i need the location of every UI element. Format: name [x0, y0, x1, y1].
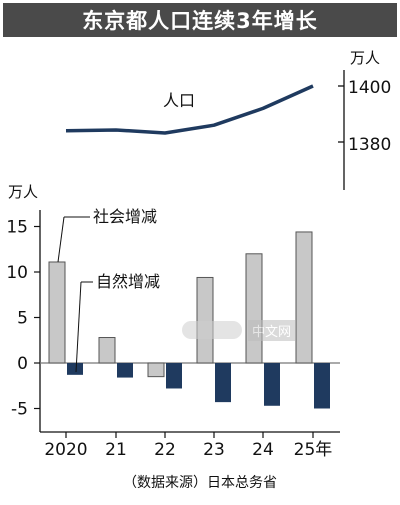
bar-social-4: [245, 253, 263, 364]
line-ytick-label-1400: 1400: [348, 78, 391, 98]
xtick-label-3: 23: [203, 440, 225, 460]
bar-natural-4: [264, 363, 280, 406]
bar-ytick-label-4: -5: [11, 400, 28, 420]
line-ytick-label-1380: 1380: [348, 135, 391, 155]
line-series-label: 人口: [163, 91, 195, 110]
bar-social-1: [98, 337, 116, 364]
xtick-label-1: 21: [105, 440, 127, 460]
bar-social-2: [147, 362, 165, 378]
bar-social-0: [48, 261, 66, 364]
source-note: （数据来源）日本总务省: [123, 475, 277, 491]
chart-title: 东京都人口连续3年增长: [3, 3, 397, 37]
bar-chart: 万人 15 10 5 0 -5 2020 21 22 23 24 25年 社会增减 自然增减: [6, 183, 340, 460]
population-line-chart: 万人 1400 1380 人口: [65, 49, 391, 190]
bar-natural-1: [117, 363, 133, 378]
xtick-label-5: 25年: [294, 440, 333, 460]
bar-natural-3: [215, 363, 231, 403]
bar-social-3: [196, 276, 214, 364]
bar-ytick-label-2: 5: [17, 309, 28, 329]
watermark: 中文网: [182, 318, 322, 342]
bar-natural-5: [314, 363, 330, 409]
bar-ytick-label-0: 15: [6, 218, 28, 238]
xtick-label-0: 2020: [44, 440, 87, 460]
watermark-text: 中文网: [248, 319, 296, 341]
population-line: [65, 84, 314, 135]
watermark-logo: [182, 321, 242, 339]
bar-natural-2: [166, 363, 182, 389]
xtick-label-4: 24: [252, 440, 274, 460]
bar-ytick-label-3: 0: [17, 354, 28, 374]
bar-unit-label: 万人: [8, 183, 38, 201]
social-legend-label: 社会增减: [93, 207, 157, 226]
xtick-label-2: 22: [154, 440, 176, 460]
social-callout-line: [57, 216, 65, 263]
line-unit-label: 万人: [350, 49, 380, 67]
bar-ytick-label-1: 10: [6, 263, 28, 283]
bar-natural-0: [67, 363, 83, 375]
natural-callout-line: [75, 281, 82, 373]
natural-legend-label: 自然增减: [96, 272, 160, 291]
bar-social-5: [295, 231, 313, 364]
